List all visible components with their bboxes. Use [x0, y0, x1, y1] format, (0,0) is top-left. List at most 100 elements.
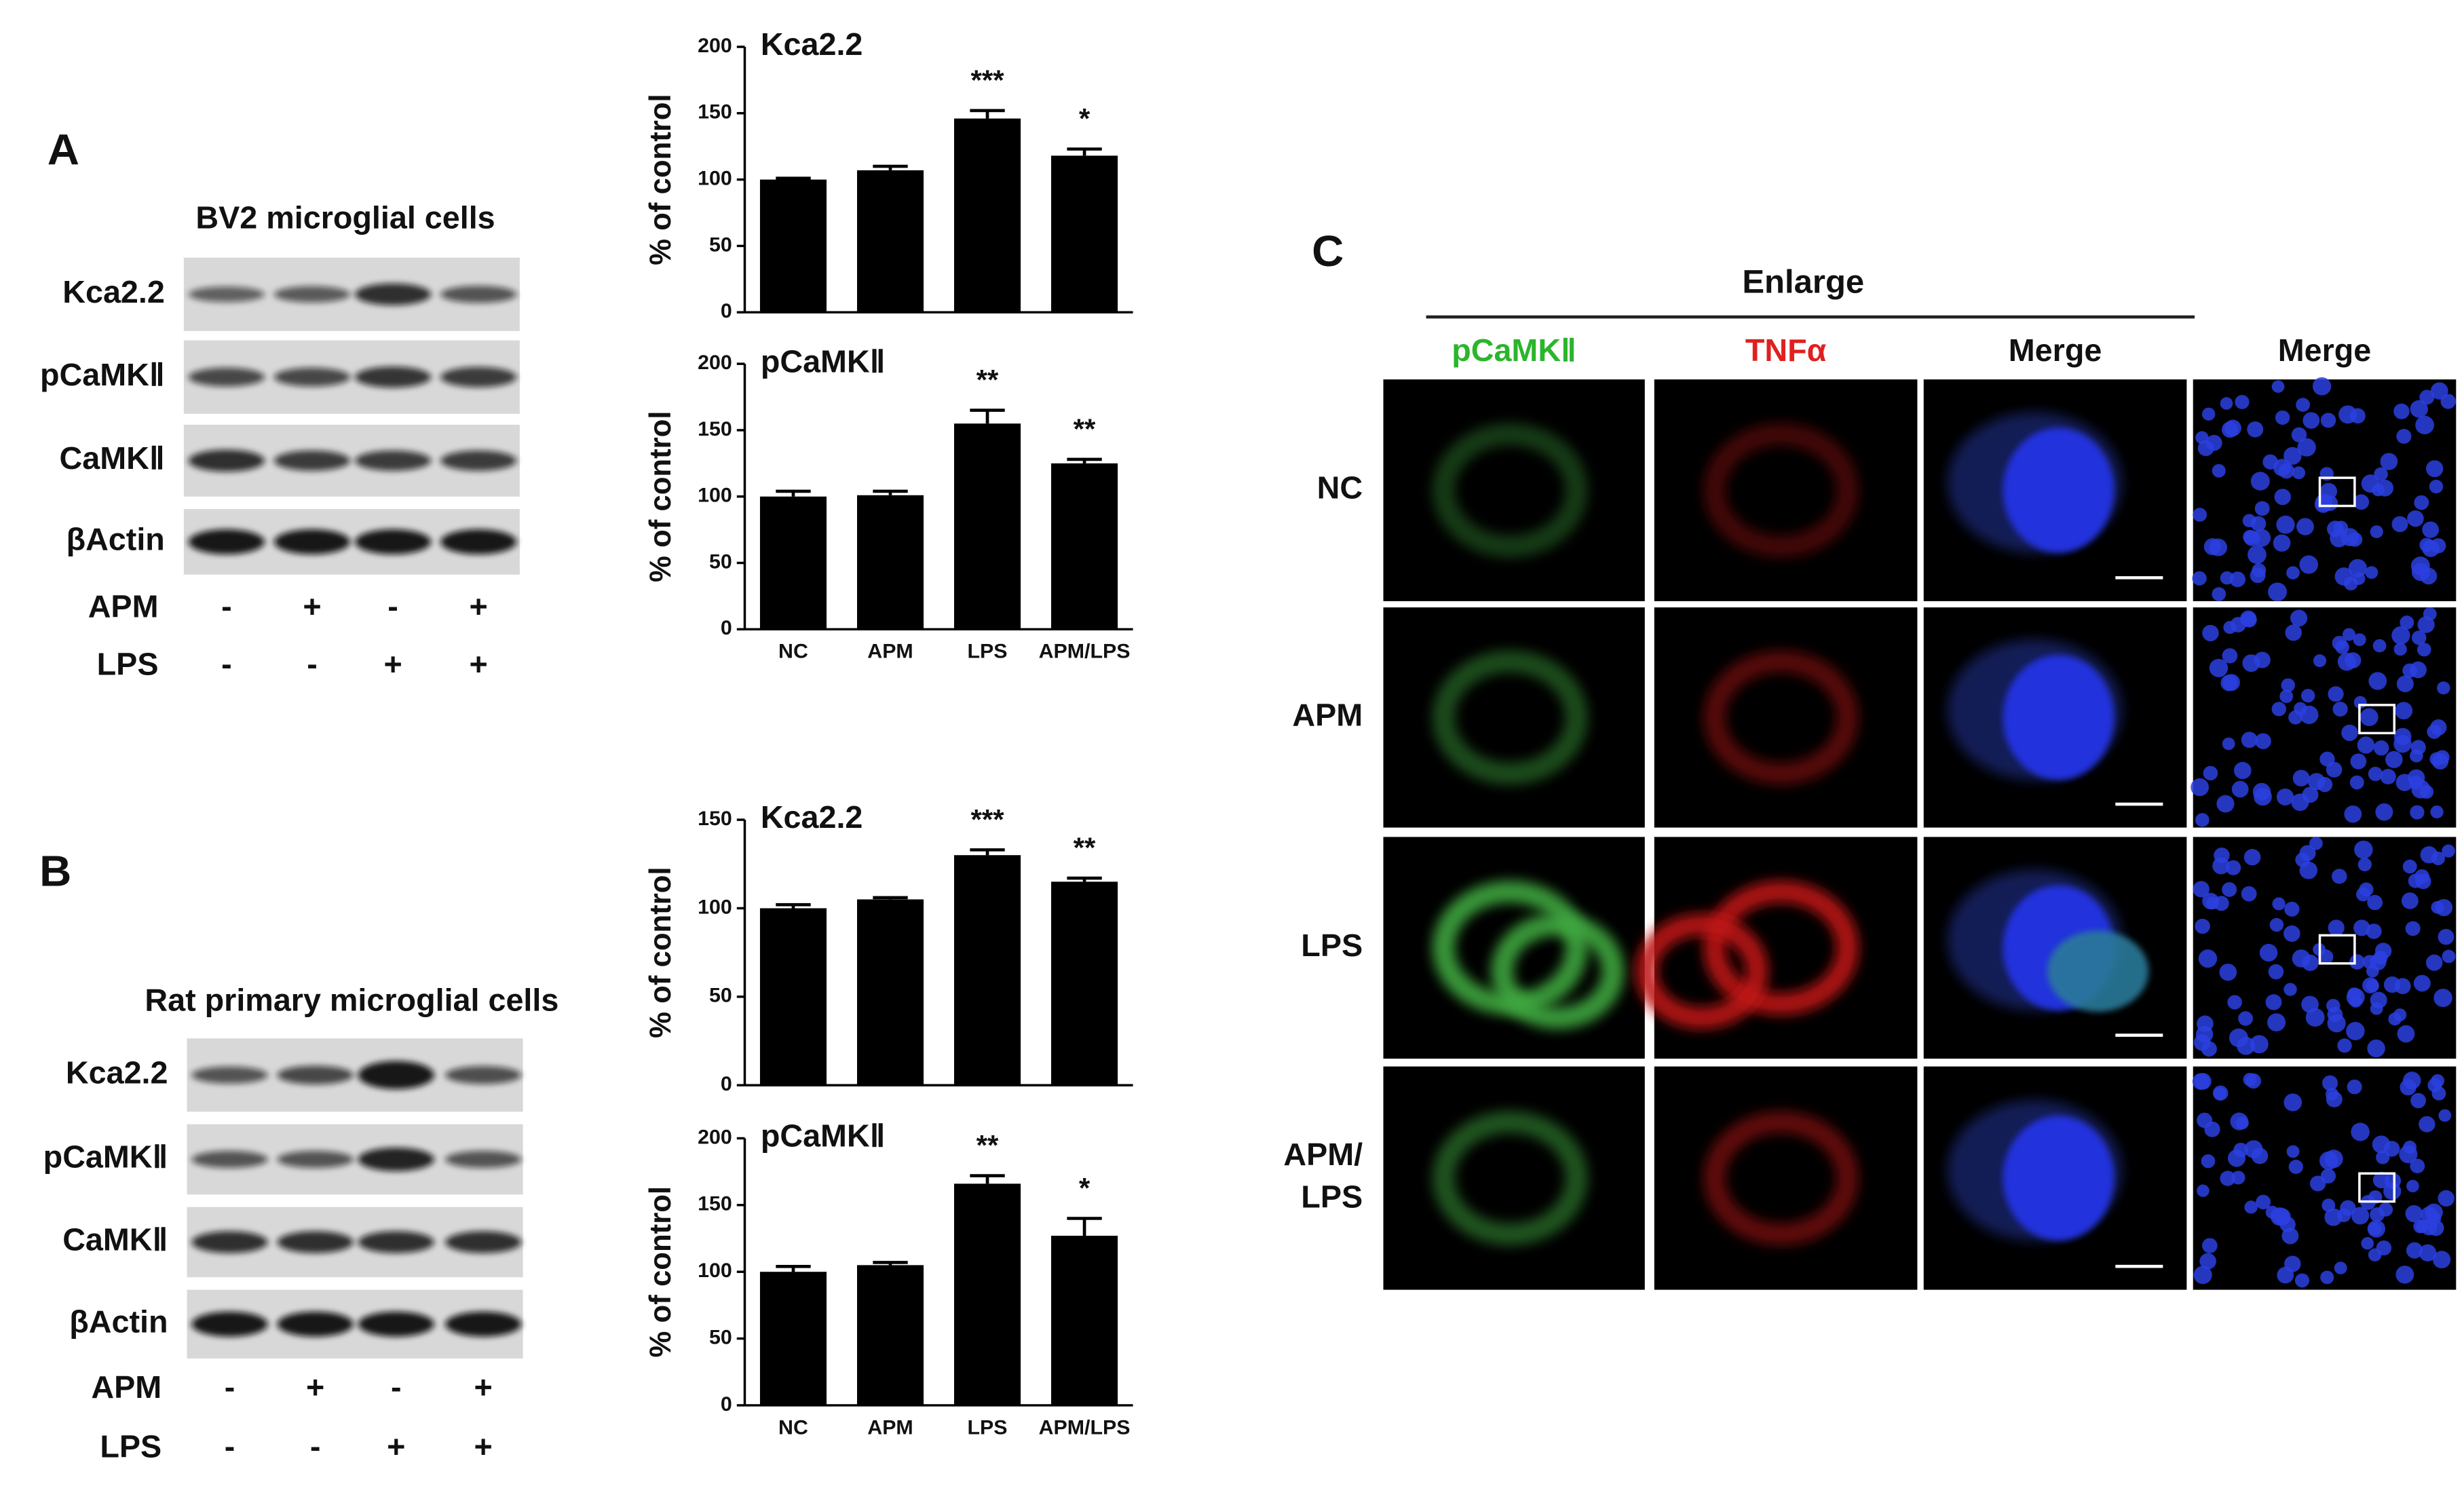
nucleus — [2227, 995, 2242, 1010]
error-bar — [873, 164, 908, 170]
blot-band — [191, 1150, 268, 1169]
nucleus — [2295, 852, 2310, 867]
nucleus — [2195, 918, 2210, 934]
column-header: TNFα — [1745, 333, 1827, 368]
cell-signal — [1635, 913, 1768, 1029]
nucleus — [2278, 463, 2295, 479]
micrograph — [1654, 1066, 1918, 1290]
nucleus — [2291, 427, 2307, 442]
nucleus — [2356, 887, 2370, 902]
treatment-sign: + — [470, 589, 488, 624]
nucleus — [2247, 421, 2264, 438]
micrograph — [1383, 1066, 1645, 1290]
nucleus — [2410, 1093, 2427, 1109]
nucleus — [2435, 898, 2453, 917]
blot-row-label: CaMKⅡ — [60, 440, 165, 476]
nucleus — [2362, 977, 2379, 994]
treatment-sign: + — [470, 647, 488, 682]
nucleus — [2395, 774, 2414, 791]
y-axis-label: % of control — [643, 1186, 677, 1358]
y-tick-label: 200 — [698, 352, 732, 374]
cell-signal — [1703, 1111, 1859, 1246]
nucleus — [2368, 1248, 2382, 1261]
nucleus — [2425, 954, 2443, 971]
bar — [759, 496, 827, 630]
nucleus — [2237, 1037, 2256, 1055]
nucleus — [2368, 766, 2383, 782]
nucleus — [2353, 919, 2370, 936]
nucleus — [2220, 397, 2233, 410]
nucleus — [2241, 732, 2258, 748]
nucleus — [2374, 467, 2388, 481]
nucleus — [2203, 765, 2218, 781]
nucleus — [2348, 558, 2367, 577]
blot-band — [355, 366, 432, 388]
blot-band — [355, 450, 432, 471]
nucleus — [2375, 803, 2393, 821]
significance: * — [1079, 1172, 1091, 1204]
nucleus — [2414, 495, 2429, 510]
nucleus — [2372, 483, 2385, 497]
significance: ** — [1074, 832, 1096, 864]
nucleus — [2415, 873, 2431, 890]
blot-row-label: pCaMKⅡ — [43, 1139, 168, 1175]
nucleus — [2284, 901, 2300, 917]
nucleus — [2275, 410, 2290, 425]
nucleus — [2252, 529, 2271, 547]
x-tick-label: APM — [867, 1417, 913, 1439]
error-bar — [1067, 147, 1102, 156]
bar — [759, 1272, 827, 1405]
nucleus — [2342, 628, 2356, 641]
nucleus — [2222, 737, 2235, 751]
nucleus — [2252, 563, 2267, 577]
blot-row-label: pCaMKⅡ — [40, 357, 165, 392]
nucleus — [2393, 1008, 2407, 1021]
cell-signal — [1491, 913, 1625, 1029]
nucleus — [2294, 1273, 2310, 1288]
nucleus — [2202, 624, 2219, 642]
nucleus — [2283, 447, 2302, 465]
nucleus — [2283, 983, 2297, 996]
nucleus — [2292, 466, 2306, 480]
nucleus — [2274, 489, 2291, 506]
y-tick-label: 100 — [698, 168, 732, 190]
group-label: Enlarge — [1742, 264, 1864, 301]
nucleus — [2431, 1074, 2445, 1088]
nucleus — [2254, 501, 2270, 516]
cell-signal — [2047, 930, 2149, 1012]
nucleus — [2290, 609, 2308, 627]
nucleus — [2442, 844, 2455, 858]
nucleus — [2193, 881, 2210, 898]
significance: *** — [970, 64, 1004, 96]
nucleus — [2268, 964, 2284, 980]
nucleus — [2194, 1073, 2212, 1090]
nucleus — [2431, 1086, 2446, 1101]
nucleus — [2410, 805, 2425, 820]
x-tick-label: APM/LPS — [1039, 641, 1131, 663]
nucleus — [2256, 1194, 2271, 1210]
chart-title: pCaMKⅡ — [761, 1118, 886, 1154]
nucleus — [2212, 857, 2230, 875]
nucleus — [2241, 886, 2257, 902]
nucleus — [2328, 919, 2345, 936]
blot-band — [445, 1311, 522, 1337]
nucleus — [2366, 965, 2379, 978]
blot-band — [188, 286, 265, 303]
chart-title: Kca2.2 — [761, 800, 863, 835]
nucleus — [2197, 1112, 2213, 1128]
nucleus — [2410, 1158, 2425, 1173]
nucleus — [2297, 438, 2316, 457]
nucleus — [2254, 787, 2272, 806]
nucleus — [2299, 555, 2319, 574]
x-tick-label: APM — [867, 641, 913, 663]
nucleus — [2403, 1140, 2417, 1154]
nucleus — [2225, 860, 2241, 875]
y-tick-label: 50 — [709, 985, 732, 1007]
row-label: LPS — [1301, 928, 1363, 963]
treatment-sign: + — [474, 1369, 493, 1405]
zoom-box — [2318, 934, 2356, 965]
nucleus — [2406, 1242, 2423, 1259]
nucleus — [2396, 429, 2412, 444]
bar — [759, 179, 827, 313]
